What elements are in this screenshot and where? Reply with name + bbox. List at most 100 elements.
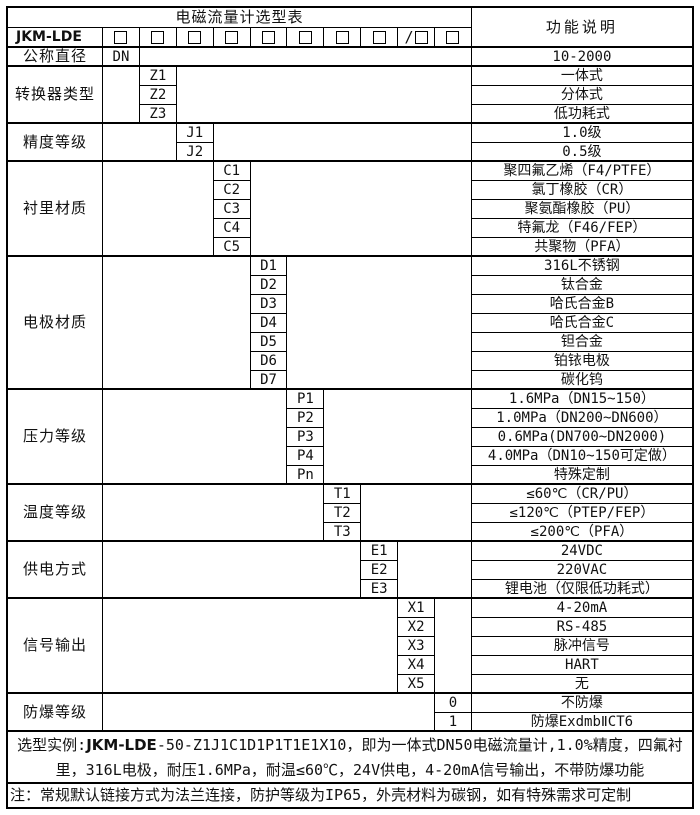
electrode-material-desc-D7: 碳化钨 xyxy=(471,371,692,390)
code-checkbox[interactable] xyxy=(114,30,128,44)
code-checkbox[interactable] xyxy=(262,30,275,44)
signal-output-desc-X4: HART xyxy=(471,656,692,675)
code-checkbox[interactable] xyxy=(335,30,349,44)
electrode-material-desc-D4: 哈氏合金C xyxy=(471,314,692,333)
spacer-right-nominal-diameter xyxy=(139,48,472,67)
spacer-right-pressure-rating xyxy=(324,390,472,485)
electrode-material-code-D5: D5 xyxy=(250,333,288,352)
converter-type-code-Z2: Z2 xyxy=(139,86,177,105)
code-checkbox[interactable] xyxy=(225,30,239,44)
signal-output-code-X2: X2 xyxy=(398,618,436,637)
power-supply-code-E2: E2 xyxy=(361,561,399,580)
temperature-rating-desc-T3: ≤200℃（PFA） xyxy=(471,523,692,542)
example-prefix: 选型实例: xyxy=(17,736,87,754)
pressure-rating-desc-P3: 0.6MPa(DN700~DN2000) xyxy=(471,428,692,447)
temperature-rating-code-T3: T3 xyxy=(324,523,362,542)
spacer-left-temperature-rating xyxy=(103,485,325,542)
pressure-rating-code-P2: P2 xyxy=(287,409,325,428)
pressure-rating-code-Pn: Pn xyxy=(287,466,325,485)
spacer-right-power-supply xyxy=(398,542,472,599)
group-label-pressure-rating: 压力等级 xyxy=(8,390,103,485)
model-code-slot-9: / xyxy=(398,28,436,48)
lining-material-desc-C1: 聚四氟乙烯（F4/PTFE） xyxy=(471,162,692,181)
spacer-left-signal-output xyxy=(103,599,399,694)
selection-table: 电磁流量计选型表 功能说明 JKM-LDE 选型实例:JKM-LDE-50-Z1… xyxy=(6,6,694,809)
electrode-material-desc-D5: 钽合金 xyxy=(471,333,692,352)
group-label-converter-type: 转换器类型 xyxy=(8,67,103,124)
group-label-explosion-proof: 防爆等级 xyxy=(8,694,103,732)
electrode-material-desc-D2: 钛合金 xyxy=(471,276,692,295)
pressure-rating-desc-P4: 4.0MPa（DN10~150可定做） xyxy=(471,447,692,466)
group-label-nominal-diameter: 公称直径 xyxy=(8,48,103,67)
power-supply-desc-E1: 24VDC xyxy=(471,542,692,561)
code-checkbox[interactable] xyxy=(151,30,165,44)
spacer-left-electrode-material xyxy=(103,257,251,390)
signal-output-code-X3: X3 xyxy=(398,637,436,656)
model-code-slot-7 xyxy=(324,28,362,48)
pressure-rating-desc-P1: 1.6MPa（DN15~150） xyxy=(471,390,692,409)
spacer-left-pressure-rating xyxy=(103,390,288,485)
electrode-material-desc-D1: 316L不锈钢 xyxy=(471,257,692,276)
lining-material-code-C2: C2 xyxy=(213,181,251,200)
explosion-proof-code-1: 1 xyxy=(435,713,472,732)
electrode-material-code-D1: D1 xyxy=(250,257,288,276)
group-label-signal-output: 信号输出 xyxy=(8,599,103,694)
spacer-left-lining-material xyxy=(103,162,214,257)
power-supply-code-E3: E3 xyxy=(361,580,399,599)
code-checkbox[interactable] xyxy=(372,30,386,44)
spacer-left-accuracy-class xyxy=(103,124,177,162)
selection-example: 选型实例:JKM-LDE-50-Z1J1C1D1P1T1E1X10，即为一体式D… xyxy=(8,732,692,784)
signal-output-desc-X5: 无 xyxy=(471,675,692,694)
converter-type-desc-Z3: 低功耗式 xyxy=(471,105,692,124)
group-label-power-supply: 供电方式 xyxy=(8,542,103,599)
group-label-accuracy-class: 精度等级 xyxy=(8,124,103,162)
pressure-rating-code-P3: P3 xyxy=(287,428,325,447)
group-label-lining-material: 衬里材质 xyxy=(8,162,103,257)
signal-output-desc-X2: RS-485 xyxy=(471,618,692,637)
code-checkbox[interactable] xyxy=(446,30,460,44)
lining-material-desc-C5: 共聚物（PFA） xyxy=(471,238,692,257)
electrode-material-desc-D3: 哈氏合金B xyxy=(471,295,692,314)
lining-material-desc-C2: 氯丁橡胶（CR） xyxy=(471,181,692,200)
nominal-diameter-desc-DN: 10-2000 xyxy=(471,48,692,67)
group-label-electrode-material: 电极材质 xyxy=(8,257,103,390)
model-code-slot-8 xyxy=(361,28,399,48)
model-code-slot-6 xyxy=(287,28,325,48)
spacer-left-explosion-proof xyxy=(103,694,436,732)
pressure-rating-desc-P2: 1.0MPa（DN200~DN600） xyxy=(471,409,692,428)
code-checkbox[interactable] xyxy=(298,30,312,44)
spacer-right-accuracy-class xyxy=(213,124,472,162)
function-description-header: 功能说明 xyxy=(471,8,692,48)
lining-material-code-C4: C4 xyxy=(213,219,251,238)
electrode-material-desc-D6: 铂铱电极 xyxy=(471,352,692,371)
model-code-slot-4 xyxy=(213,28,251,48)
temperature-rating-code-T2: T2 xyxy=(324,504,362,523)
code-checkbox[interactable] xyxy=(414,30,428,44)
model-code-slot-2 xyxy=(139,28,177,48)
model-code-slot-10 xyxy=(435,28,472,48)
electrode-material-code-D7: D7 xyxy=(250,371,288,390)
electrode-material-code-D6: D6 xyxy=(250,352,288,371)
explosion-proof-desc-1: 防爆ExdmbⅡCT6 xyxy=(471,713,692,732)
electrode-material-code-D2: D2 xyxy=(250,276,288,295)
temperature-rating-desc-T2: ≤120℃（PTEP/FEP） xyxy=(471,504,692,523)
lining-material-desc-C3: 聚氨酯橡胶（PU） xyxy=(471,200,692,219)
spacer-left-power-supply xyxy=(103,542,362,599)
signal-output-desc-X1: 4-20mA xyxy=(471,599,692,618)
converter-type-desc-Z2: 分体式 xyxy=(471,86,692,105)
spacer-left-converter-type xyxy=(103,67,140,124)
code-checkbox[interactable] xyxy=(188,30,202,44)
power-supply-desc-E2: 220VAC xyxy=(471,561,692,580)
model-code-slot-3 xyxy=(176,28,214,48)
spacer-right-temperature-rating xyxy=(361,485,472,542)
converter-type-code-Z3: Z3 xyxy=(139,105,177,124)
accuracy-class-desc-J1: 1.0级 xyxy=(471,124,692,143)
model-code-slot-5 xyxy=(250,28,288,48)
table-title: 电磁流量计选型表 xyxy=(8,8,472,28)
signal-output-desc-X3: 脉冲信号 xyxy=(471,637,692,656)
model-code-slot-1 xyxy=(103,28,140,48)
signal-output-code-X4: X4 xyxy=(398,656,436,675)
accuracy-class-code-J1: J1 xyxy=(176,124,214,143)
explosion-proof-desc-0: 不防爆 xyxy=(471,694,692,713)
spacer-right-lining-material xyxy=(250,162,472,257)
